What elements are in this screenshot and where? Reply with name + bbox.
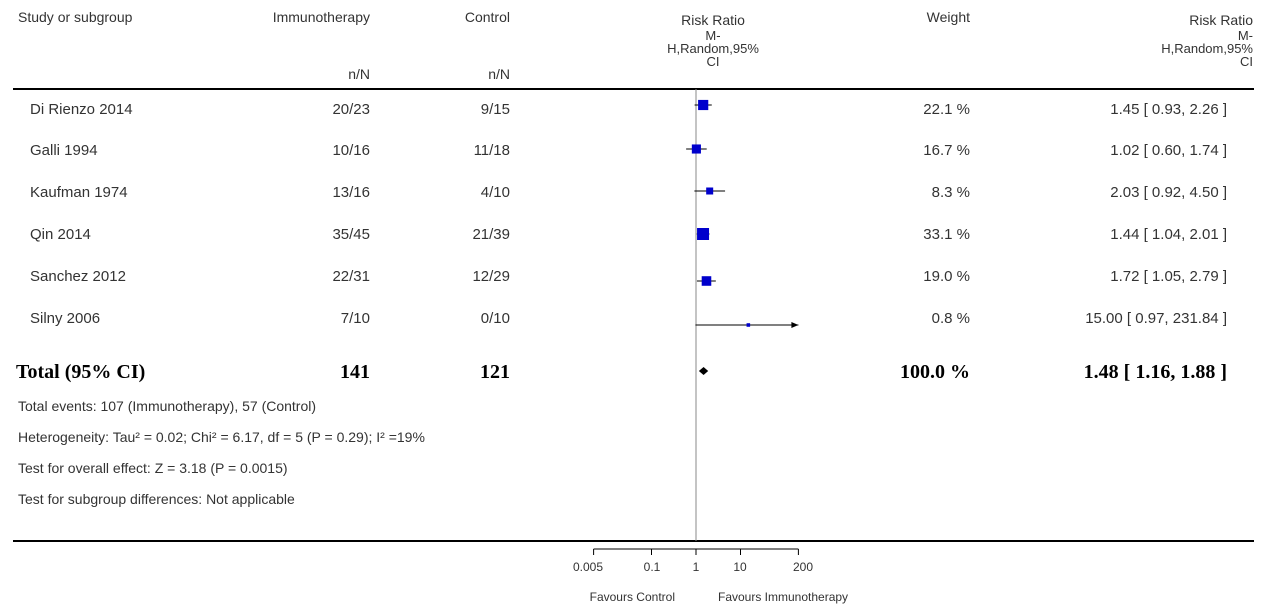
ci-arrow-6 [791, 322, 799, 328]
header-rr-line1: M- [705, 28, 721, 43]
note-subgroup-diff: Test for subgroup differences: Not appli… [18, 491, 295, 507]
effect-square-1 [698, 99, 709, 111]
header-rr-title: Risk Ratio [681, 12, 745, 28]
row-study-2: Galli 1994 [30, 142, 98, 159]
row-ctl-4: 21/39 [472, 226, 510, 243]
header-rr-line2: H,Random,95% [667, 41, 759, 56]
favours-control-label: Favours Control [589, 590, 675, 604]
total-ctl: 121 [480, 361, 510, 383]
header-risk-ratio-plot: Risk Ratio M- H,Random,95% CI [623, 12, 803, 68]
row-exp-1: 20/23 [332, 101, 370, 118]
row-study-5: Sanchez 2012 [30, 268, 126, 285]
effect-square-2 [691, 144, 701, 154]
header-rr2-line3: CI [1240, 54, 1253, 69]
total-weight: 100.0 % [900, 361, 970, 383]
tick-label-200: 200 [792, 560, 814, 574]
header-control-nN: n/N [488, 66, 510, 82]
row-ctl-2: 11/18 [473, 142, 510, 159]
header-immunotherapy: Immunotherapy [272, 9, 370, 25]
row-ctl-5: 12/29 [472, 268, 510, 285]
header-control: Control [464, 9, 510, 25]
row-ctl-6: 0/10 [480, 310, 510, 327]
row-study-4: Qin 2014 [30, 226, 91, 243]
effect-square-6 [746, 323, 751, 327]
row-exp-6: 7/10 [340, 310, 370, 327]
row-study-6: Silny 2006 [30, 310, 101, 327]
header-rr2-line1: M- [1237, 28, 1253, 43]
row-weight-4: 33.1 % [923, 226, 970, 243]
row-weight-3: 8.3 % [931, 184, 970, 201]
row-ci-6: 15.00 [ 0.97, 231.84 ] [1085, 310, 1227, 327]
row-exp-4: 35/45 [332, 226, 370, 243]
row-exp-5: 22/31 [332, 268, 370, 285]
row-ctl-1: 9/15 [480, 101, 510, 118]
tick-label-10: 10 [733, 560, 747, 574]
row-weight-6: 0.8 % [931, 310, 970, 327]
pooled-diamond [698, 367, 709, 375]
header-rr2-title: Risk Ratio [1189, 12, 1253, 28]
header-study: Study or subgroup [18, 9, 133, 25]
row-weight-2: 16.7 % [923, 142, 970, 159]
row-weight-5: 19.0 % [923, 268, 970, 285]
row-ci-1: 1.45 [ 0.93, 2.26 ] [1110, 101, 1227, 118]
row-ctl-3: 4/10 [480, 184, 510, 201]
row-weight-1: 22.1 % [923, 101, 970, 118]
note-overall-effect: Test for overall effect: Z = 3.18 (P = 0… [18, 460, 288, 476]
row-exp-3: 13/16 [332, 184, 370, 201]
tick-label-1: 1 [692, 560, 700, 574]
header-risk-ratio-ci: Risk Ratio M- H,Random,95% CI [1040, 12, 1253, 68]
row-ci-3: 2.03 [ 0.92, 4.50 ] [1110, 184, 1227, 201]
row-study-3: Kaufman 1974 [30, 184, 128, 201]
effect-square-3 [706, 187, 714, 195]
row-exp-2: 10/16 [332, 142, 370, 159]
total-label: Total (95% CI) [16, 361, 146, 383]
row-ci-5: 1.72 [ 1.05, 2.79 ] [1110, 268, 1227, 285]
header-weight: Weight [926, 9, 970, 25]
x-axis [593, 548, 799, 555]
tick-label-0005: 0.005 [572, 560, 604, 574]
note-heterogeneity: Heterogeneity: Tau² = 0.02; Chi² = 6.17,… [18, 429, 425, 445]
row-ci-4: 1.44 [ 1.04, 2.01 ] [1110, 226, 1227, 243]
row-ci-2: 1.02 [ 0.60, 1.74 ] [1110, 142, 1227, 159]
effect-square-5 [701, 276, 712, 286]
tick-label-01: 0.1 [643, 560, 661, 574]
header-rr2-line2: H,Random,95% [1161, 41, 1253, 56]
forest-marks [686, 99, 799, 375]
row-study-1: Di Rienzo 2014 [30, 101, 133, 118]
effect-square-4 [697, 228, 710, 240]
note-total-events: Total events: 107 (Immunotherapy), 57 (C… [18, 398, 317, 414]
header-rr-line3: CI [706, 54, 720, 69]
total-ci: 1.48 [ 1.16, 1.88 ] [1083, 361, 1227, 383]
total-exp: 141 [340, 361, 370, 383]
header-immunotherapy-nN: n/N [348, 66, 370, 82]
favours-immunotherapy-label: Favours Immunotherapy [718, 590, 849, 604]
